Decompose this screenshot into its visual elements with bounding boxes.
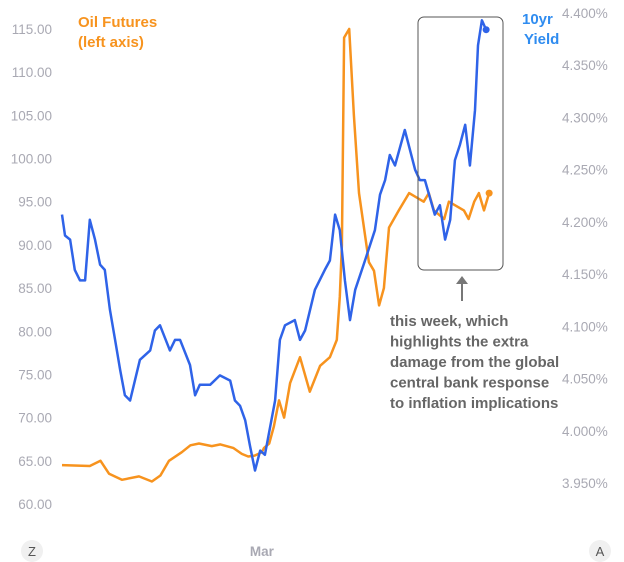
oil-legend-label: Oil Futures (left axis): [78, 14, 157, 51]
left-axis-ticks: 60.00 65.00 70.00 75.00 80.00 85.00 90.00 95.00…: [11, 22, 52, 512]
x-tick-label: Mar: [250, 544, 275, 559]
right-tick-label: 4.100%: [562, 319, 608, 334]
left-tick-label: 85.00: [18, 281, 52, 296]
yield-line: [60, 19, 488, 472]
highlight-box: [417, 16, 504, 271]
left-tick-label: 60.00: [18, 497, 52, 512]
series-lines: [60, 19, 493, 483]
nav-right-button[interactable]: A: [589, 540, 611, 562]
left-tick-label: 80.00: [18, 324, 52, 339]
right-axis-ticks: 3.950% 4.000% 4.050% 4.100% 4.150% 4.200% 4.25…: [562, 6, 608, 491]
left-tick-label: 70.00: [18, 411, 52, 426]
left-tick-label: 115.00: [12, 22, 52, 37]
left-tick-label: 95.00: [18, 195, 52, 210]
left-tick-label: 110.00: [12, 65, 52, 80]
left-tick-label: 65.00: [18, 454, 52, 469]
nav-right-label: A: [596, 544, 605, 559]
nav-left-label: Z: [28, 544, 36, 559]
right-tick-label: 4.050%: [562, 372, 608, 387]
right-tick-label: 3.950%: [562, 476, 608, 491]
right-tick-label: 4.250%: [562, 163, 608, 178]
right-tick-label: 4.200%: [562, 215, 608, 230]
oil-futures-line: [61, 27, 491, 483]
right-tick-label: 4.400%: [562, 6, 608, 21]
right-tick-label: 4.000%: [562, 424, 608, 439]
right-tick-label: 4.300%: [562, 110, 608, 125]
annotation-text: this week, which highlights the extra dama…: [390, 313, 559, 412]
yield-last-point: [482, 26, 490, 34]
x-axis-ticks: Mar: [250, 544, 275, 559]
oil-last-point: [485, 189, 493, 197]
yield-legend-label: 10yr Yield: [522, 11, 559, 48]
left-tick-label: 105.00: [11, 108, 52, 123]
right-tick-label: 4.350%: [562, 58, 608, 73]
arrow-up-icon: [456, 276, 468, 301]
left-tick-label: 90.00: [18, 238, 52, 253]
left-tick-label: 75.00: [18, 367, 52, 382]
right-tick-label: 4.150%: [562, 267, 608, 282]
left-tick-label: 100.00: [11, 152, 52, 167]
nav-left-button[interactable]: Z: [21, 540, 43, 562]
